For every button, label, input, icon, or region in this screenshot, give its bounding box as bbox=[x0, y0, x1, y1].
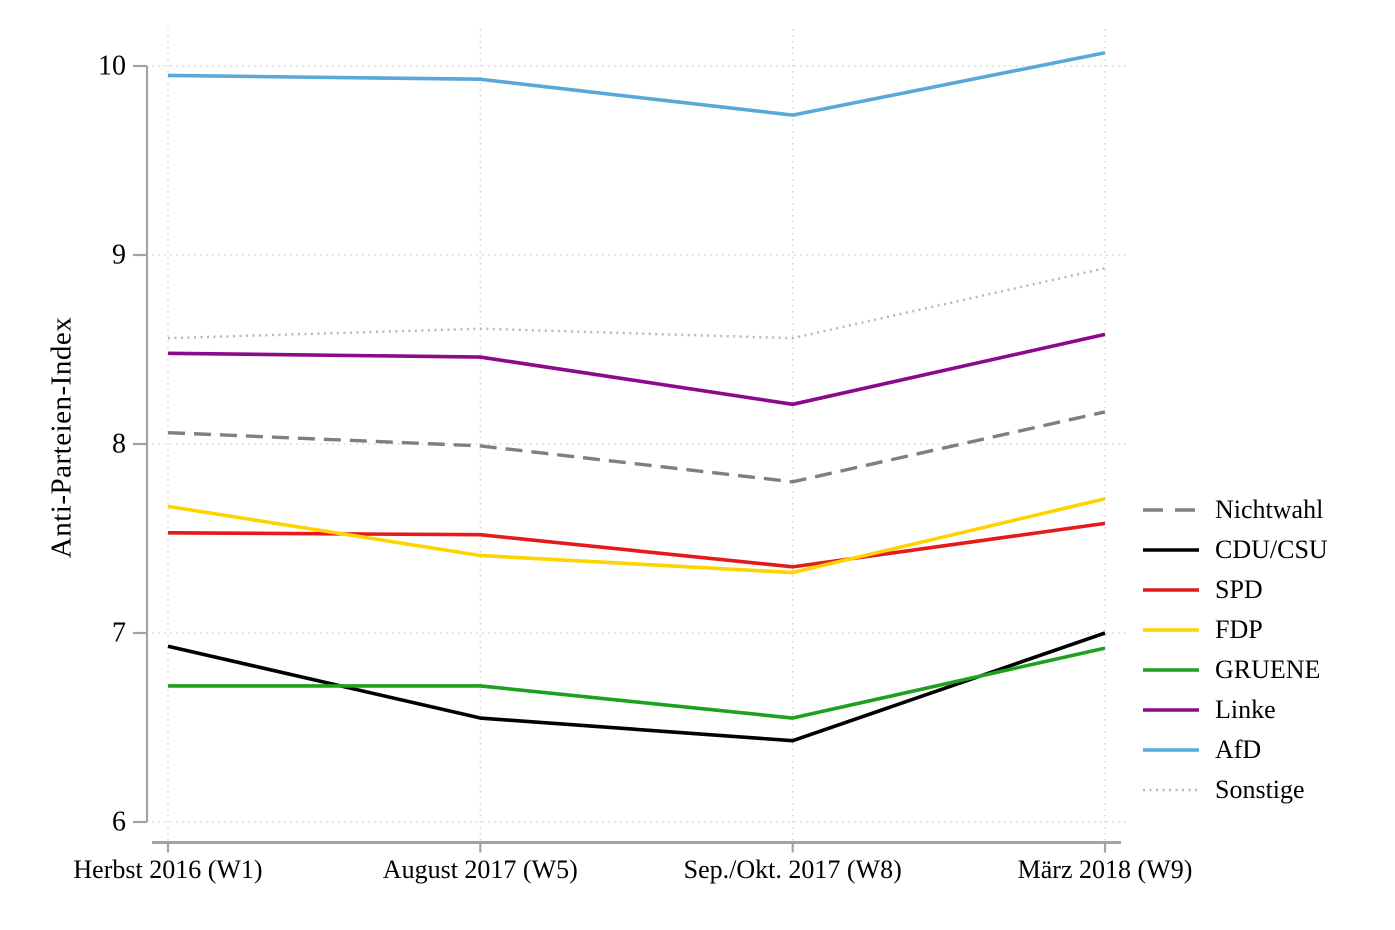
legend-label: GRUENE bbox=[1215, 655, 1321, 684]
legend-label: AfD bbox=[1215, 735, 1262, 764]
legend-line-sample bbox=[1143, 508, 1199, 512]
series-line-afd bbox=[167, 51, 1106, 117]
legend-line-sample bbox=[1143, 748, 1199, 752]
legend-item-linke: Linke bbox=[1143, 690, 1328, 730]
legend-item-fdp: FDP bbox=[1143, 610, 1328, 650]
legend-line-sample bbox=[1143, 548, 1199, 552]
legend-line-sample bbox=[1143, 708, 1199, 712]
legend-line-sample bbox=[1143, 668, 1199, 672]
y-tick-label: 8 bbox=[112, 429, 126, 460]
legend-line-sample bbox=[1143, 588, 1199, 592]
y-tick-label: 9 bbox=[112, 240, 126, 271]
y-tick-label: 6 bbox=[112, 807, 126, 838]
series-line-cdu-csu bbox=[167, 631, 1106, 743]
x-tick-label: August 2017 (W5) bbox=[383, 855, 578, 884]
legend: Nichtwahl CDU/CSU SPD FDP GRUENE Linke AfD Sons… bbox=[1143, 490, 1328, 810]
series-line-spd bbox=[167, 521, 1106, 569]
legend-item-afd: AfD bbox=[1143, 730, 1328, 770]
legend-item-nichtwahl: Nichtwahl bbox=[1143, 490, 1328, 530]
y-tick-label: 10 bbox=[98, 51, 126, 82]
legend-line-sample bbox=[1143, 788, 1199, 792]
legend-label: Nichtwahl bbox=[1215, 495, 1324, 524]
legend-label: Linke bbox=[1215, 695, 1276, 724]
series-line-sonstige bbox=[167, 267, 1106, 340]
legend-label: Sonstige bbox=[1215, 775, 1305, 804]
legend-item-sonstige: Sonstige bbox=[1143, 770, 1328, 810]
series-line-nichtwahl bbox=[167, 410, 1106, 484]
legend-item-spd: SPD bbox=[1143, 570, 1328, 610]
x-tick-label: Sep./Okt. 2017 (W8) bbox=[684, 855, 902, 884]
x-tick-label: Herbst 2016 (W1) bbox=[73, 855, 262, 884]
legend-item-gruene: GRUENE bbox=[1143, 650, 1328, 690]
y-axis-title: Anti-Parteien-Index bbox=[45, 316, 78, 559]
series-line-gruene bbox=[168, 646, 1106, 720]
legend-label: FDP bbox=[1215, 615, 1263, 644]
y-tick-label: 7 bbox=[112, 618, 126, 649]
legend-item-cdu-csu: CDU/CSU bbox=[1143, 530, 1328, 570]
legend-label: SPD bbox=[1215, 575, 1263, 604]
x-tick-label: März 2018 (W9) bbox=[1018, 855, 1193, 884]
series-line-linke bbox=[167, 332, 1106, 407]
series-line-fdp bbox=[167, 497, 1106, 575]
legend-label: CDU/CSU bbox=[1215, 535, 1328, 564]
legend-line-sample bbox=[1143, 628, 1199, 632]
